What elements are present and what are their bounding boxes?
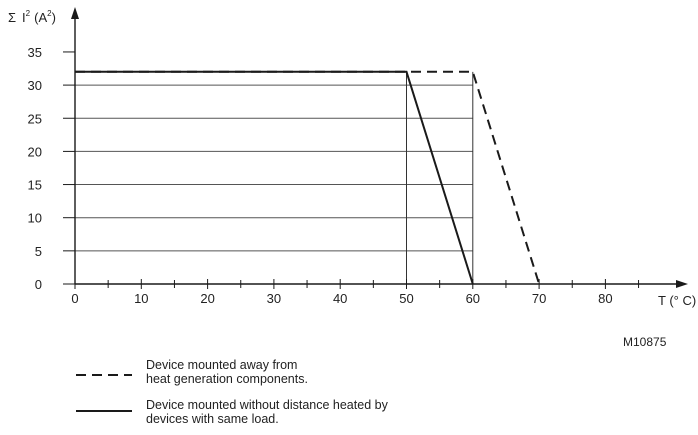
legend-solid-line2: devices with same load. — [146, 412, 279, 426]
x-tick-label-70: 70 — [532, 291, 546, 306]
y-tick-label-20: 20 — [28, 144, 42, 159]
axes — [71, 7, 688, 288]
x-tick-label-80: 80 — [598, 291, 612, 306]
legend-dashed-line2: heat generation components. — [146, 372, 308, 386]
x-tick-label-0: 0 — [71, 291, 78, 306]
y-tick-label-0: 0 — [35, 277, 42, 292]
y-tick-label-15: 15 — [28, 178, 42, 193]
x-ticks: 0 10 20 30 40 50 60 70 80 — [71, 279, 640, 306]
x-tick-label-50: 50 — [399, 291, 413, 306]
x-tick-label-60: 60 — [466, 291, 480, 306]
y-axis-arrow — [71, 7, 79, 19]
x-axis-arrow — [676, 280, 688, 288]
y-tick-label-25: 25 — [28, 111, 42, 126]
legend: Device mounted away from heat generation… — [76, 358, 389, 426]
y-tick-label-5: 5 — [35, 244, 42, 259]
y-ticks: 0 5 10 15 20 25 30 35 — [28, 45, 75, 292]
x-tick-label-20: 20 — [200, 291, 214, 306]
series-solid-line — [75, 70, 474, 285]
y-axis-label: Σ I2 (A2) — [8, 9, 56, 25]
x-tick-label-10: 10 — [134, 291, 148, 306]
legend-dashed-line1: Device mounted away from — [146, 358, 297, 372]
x-axis-label: T (° C) — [658, 293, 696, 308]
y-tick-label-35: 35 — [28, 45, 42, 60]
series-dashed-line — [75, 70, 541, 285]
y-tick-label-10: 10 — [28, 211, 42, 226]
legend-solid-line1: Device mounted without distance heated b… — [146, 398, 389, 412]
figure-code: M10875 — [623, 335, 667, 349]
vertical-markers — [406, 71, 474, 284]
x-tick-label-30: 30 — [267, 291, 281, 306]
grid-lines — [75, 84, 473, 252]
x-tick-label-40: 40 — [333, 291, 347, 306]
y-tick-label-30: 30 — [28, 78, 42, 93]
series-lines — [75, 70, 541, 285]
